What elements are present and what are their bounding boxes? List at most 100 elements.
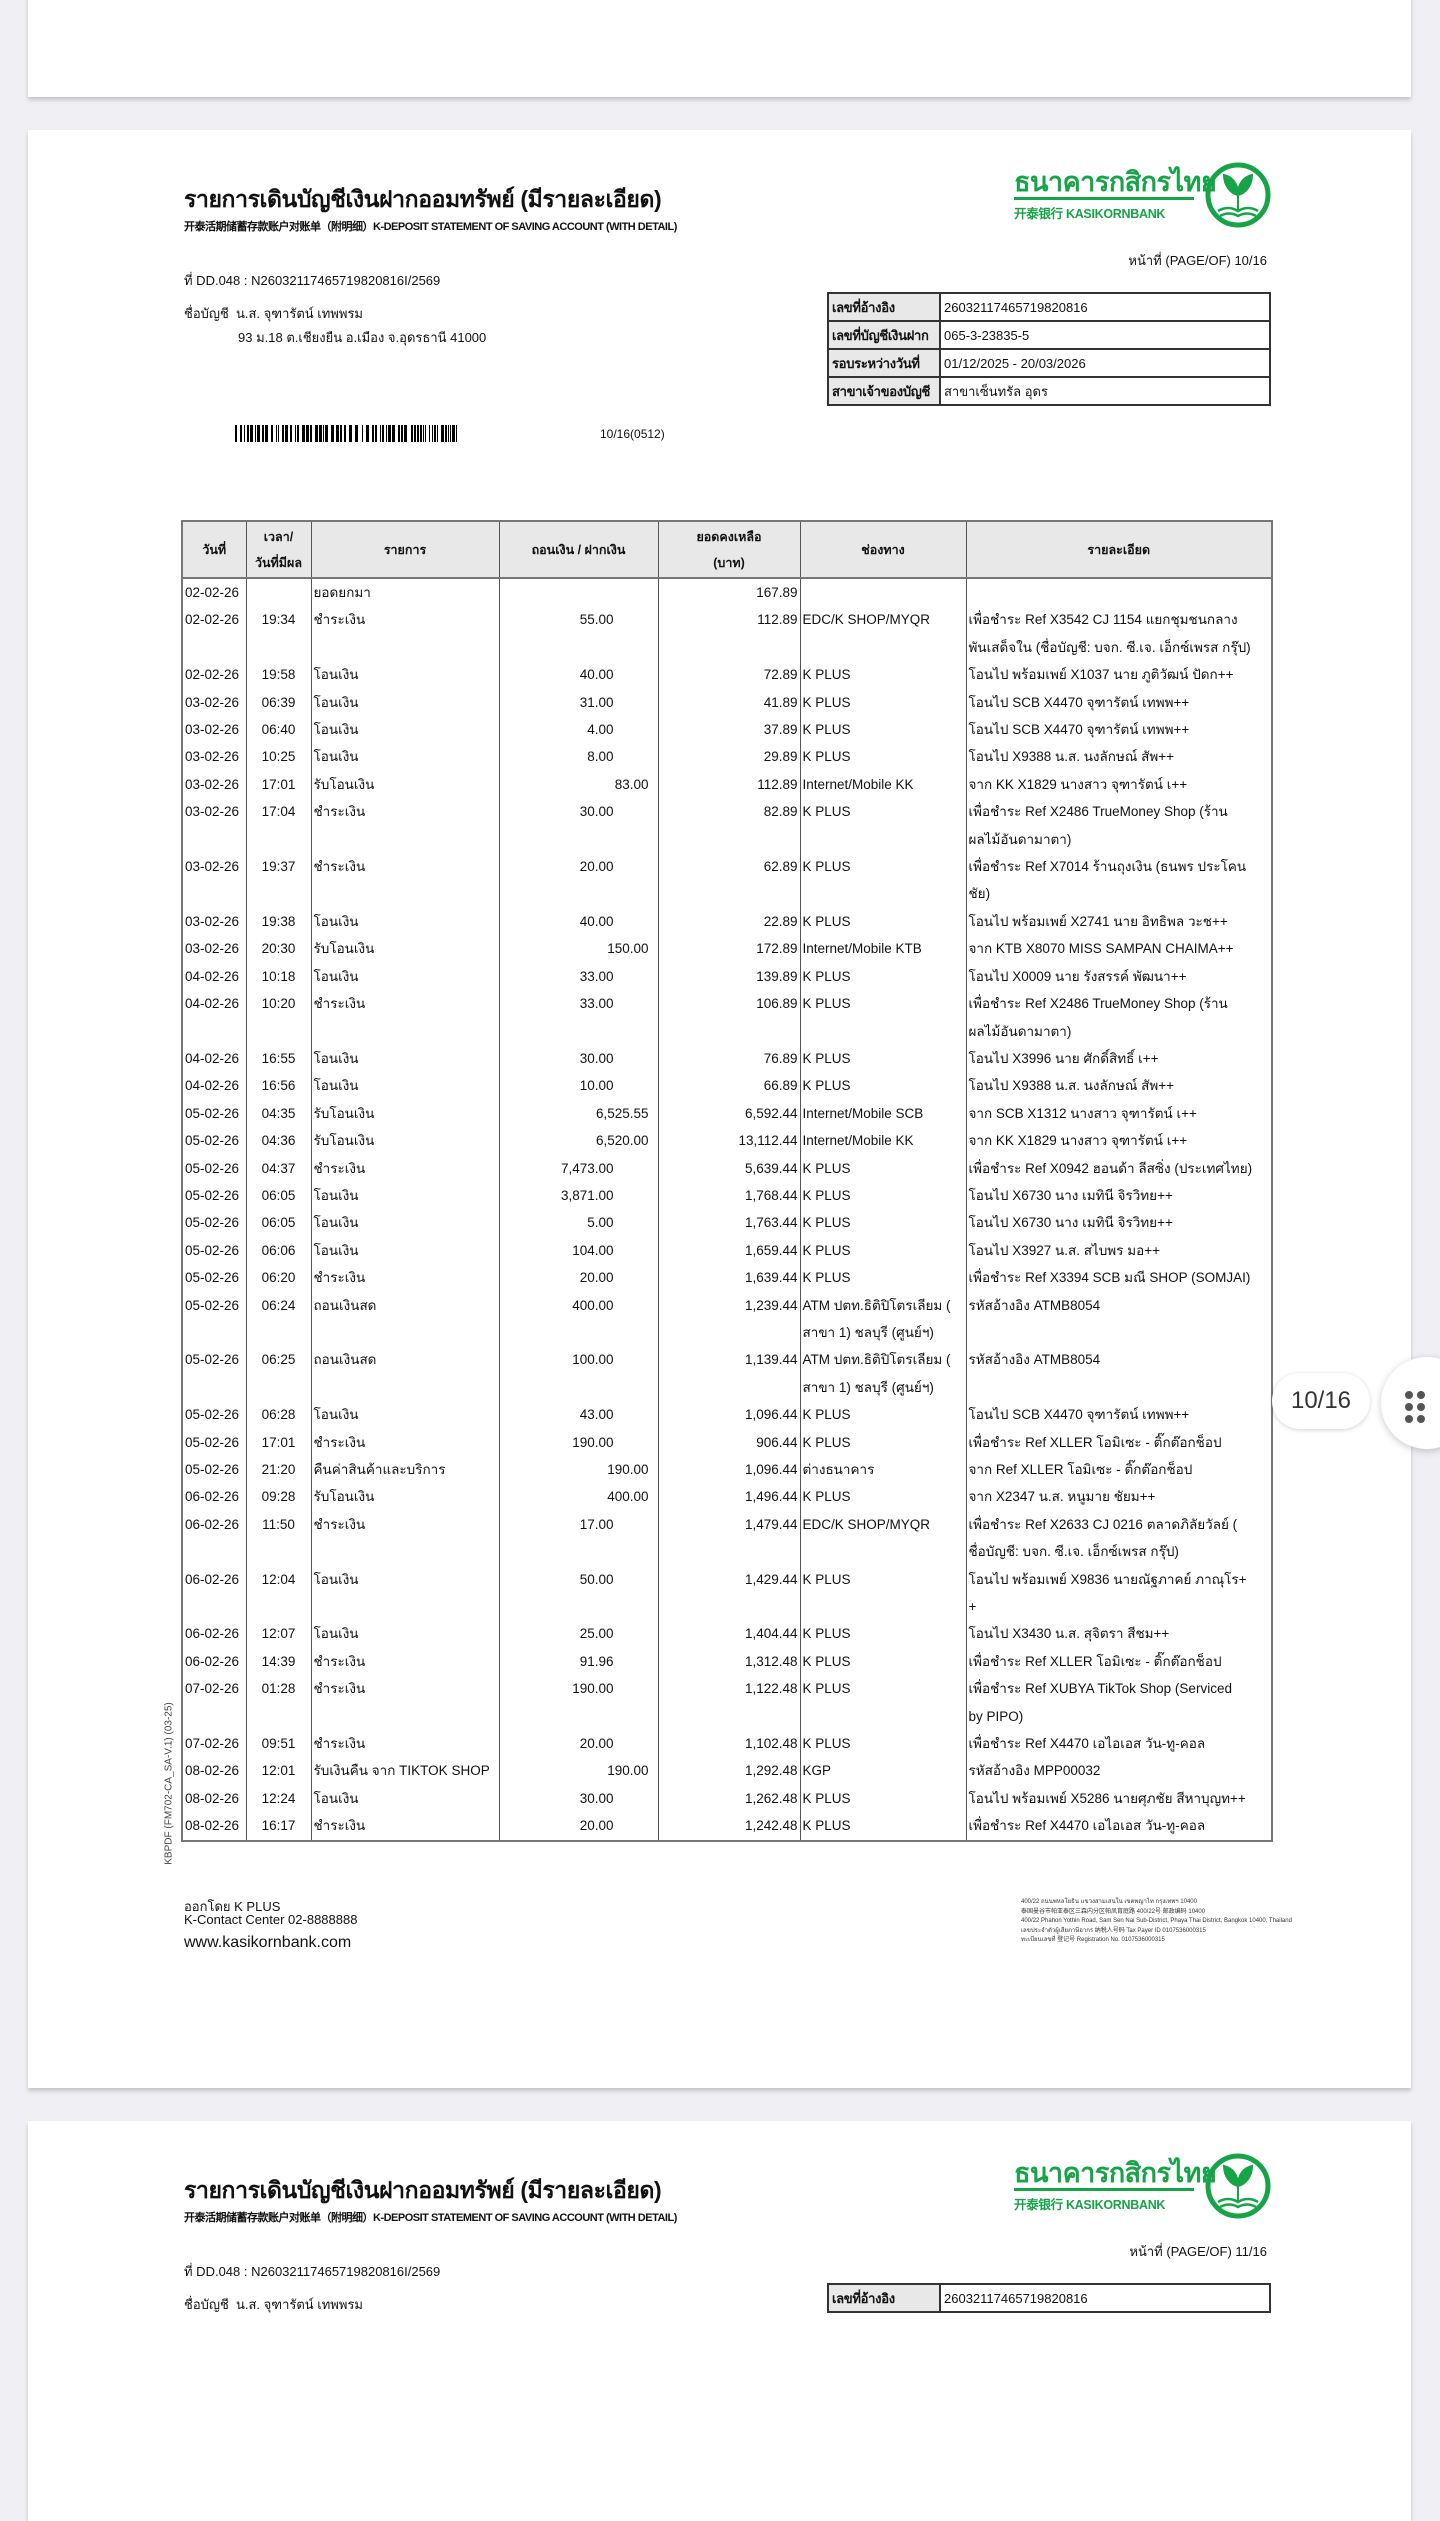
row-date: 02-02-26 bbox=[181, 578, 246, 607]
barcode-bar bbox=[423, 425, 424, 442]
row-date: 05-02-26 bbox=[181, 1264, 246, 1292]
row-description: โอนเงิน bbox=[310, 743, 499, 771]
row-amount: 10.00 bbox=[498, 1072, 658, 1100]
withdrawal-amount: 25.00 bbox=[579, 1626, 614, 1642]
row-date: 08-02-26 bbox=[181, 1757, 246, 1785]
row-date: 05-02-26 bbox=[181, 1456, 246, 1484]
withdrawal-amount: 20.00 bbox=[579, 1270, 614, 1286]
row-channel: K PLUS bbox=[799, 716, 966, 744]
row-details: รหัสอ้างอิง ATMB8054 bbox=[965, 1291, 1272, 1347]
row-channel: K PLUS bbox=[799, 962, 966, 991]
withdrawal-amount: 33.00 bbox=[579, 968, 614, 984]
deposit-amount: 6,520.00 bbox=[595, 1133, 649, 1149]
bank-logo-thai: ธนาคารกสิกรไทย bbox=[1014, 2158, 1217, 2188]
row-description: ถอนเงินสด bbox=[310, 1291, 499, 1347]
form-code: KBPDF (FM702-CA_SA-V.1) (03-25) bbox=[163, 1702, 175, 1865]
barcode-bar bbox=[257, 425, 260, 442]
info-value: 01/12/2025 - 20/03/2026 bbox=[939, 348, 1271, 378]
barcode-bar bbox=[448, 425, 449, 442]
address-line: 400/22 ถนนพหลโยธิน แขวงสามเสนใน เขตพญาไท… bbox=[1021, 1899, 1197, 1905]
row-date: 06-02-26 bbox=[181, 1647, 246, 1676]
info-row-period: รอบระหว่างวันที่ 01/12/2025 - 20/03/2026 bbox=[827, 348, 1271, 378]
row-description: โอนเงิน bbox=[310, 1181, 499, 1210]
row-time: 14:39 bbox=[245, 1647, 311, 1676]
barcode-bar bbox=[414, 425, 416, 442]
row-balance: 6,592.44 bbox=[657, 1099, 800, 1128]
transactions-table: วันที่ เวลา/ วันที่มีผล รายการ ถอนเงิน / ฝา… bbox=[181, 520, 1273, 1842]
withdrawal-amount: 50.00 bbox=[579, 1571, 614, 1587]
barcode-bar bbox=[297, 425, 299, 442]
barcode-bar bbox=[290, 425, 292, 442]
row-balance: 1,262.48 bbox=[657, 1784, 800, 1813]
info-value: สาขาเซ็นทรัล อุดร bbox=[939, 376, 1271, 406]
account-name: น.ส. จุฑารัตน์ เทพพรม bbox=[236, 306, 363, 321]
row-description: ชำระเงิน bbox=[310, 798, 499, 854]
row-channel: K PLUS bbox=[799, 853, 966, 908]
row-description: โอนเงิน bbox=[310, 1565, 499, 1621]
row-time: 19:34 bbox=[245, 606, 311, 662]
row-date: 03-02-26 bbox=[181, 907, 246, 936]
table-row: 05-02-26 06:24 ถอนเงินสด 400.00 1,239.44 ATM … bbox=[181, 1291, 1272, 1347]
table-row: 05-02-26 06:05 โอนเงิน 3,871.00 1,768.44 K PL… bbox=[181, 1181, 1272, 1210]
row-balance: 167.89 bbox=[657, 578, 800, 607]
row-date: 03-02-26 bbox=[181, 743, 246, 771]
row-description: โอนเงิน bbox=[310, 1044, 499, 1073]
table-row: 05-02-26 06:28 โอนเงิน 43.00 1,096.44 K PLUS โ… bbox=[181, 1401, 1272, 1429]
row-description: ชำระเงิน bbox=[310, 853, 499, 908]
contact-center: K-Contact Center 02-8888888 bbox=[184, 1912, 358, 1927]
website-link[interactable]: www.kasikornbank.com bbox=[184, 1934, 352, 1951]
row-date: 08-02-26 bbox=[181, 1784, 246, 1813]
row-details: โอนไป พร้อมเพย์ X2741 นาย อิทธิพล วะช++ bbox=[965, 907, 1272, 936]
row-channel: Internet/Mobile SCB bbox=[799, 1099, 966, 1128]
address-line: เลขประจำตัวผู้เสียภาษีอากร 纳税人号码 Tax Pay… bbox=[1021, 1927, 1206, 1934]
row-date: 02-02-26 bbox=[181, 661, 246, 689]
barcode-bar bbox=[310, 425, 312, 442]
table-row: 05-02-26 17:01 ชำระเงิน 190.00 906.44 K PLUS เ… bbox=[181, 1428, 1272, 1456]
row-time: 19:38 bbox=[245, 907, 311, 936]
withdrawal-amount: 30.00 bbox=[579, 1050, 614, 1066]
withdrawal-amount: 40.00 bbox=[579, 913, 614, 929]
row-channel: K PLUS bbox=[799, 907, 966, 936]
row-details: โอนไป พร้อมเพย์ X1037 นาย ภูติวัฒน์ ปัดก… bbox=[965, 661, 1272, 689]
row-channel: EDC/K SHOP/MYQR bbox=[799, 1510, 966, 1566]
barcode-bar bbox=[247, 425, 249, 442]
row-time: 16:55 bbox=[245, 1044, 311, 1073]
row-details: โอนไป X0009 นาย รังสรรค์ พัฒนา++ bbox=[965, 962, 1272, 991]
row-time: 10:25 bbox=[245, 743, 311, 771]
row-balance: 1,768.44 bbox=[657, 1181, 800, 1210]
row-time: 12:07 bbox=[245, 1620, 311, 1648]
row-time: 09:51 bbox=[245, 1730, 311, 1758]
table-row: 08-02-26 12:01 รับเงินคืน จาก TIKTOK SHOP 1… bbox=[181, 1757, 1272, 1785]
row-balance: 139.89 bbox=[657, 962, 800, 991]
table-row: 05-02-26 06:05 โอนเงิน 5.00 1,763.44 K PLUS โอ… bbox=[181, 1209, 1272, 1237]
row-description: ชำระเงิน bbox=[310, 1154, 499, 1182]
row-time: 19:58 bbox=[245, 661, 311, 689]
row-time: 06:39 bbox=[245, 688, 311, 717]
row-date: 06-02-26 bbox=[181, 1620, 246, 1648]
table-row: 02-02-26 ยอดยกมา 167.89 bbox=[181, 578, 1272, 607]
row-details: โอนไป X6730 นาง เมทินี จิรวิทย++ bbox=[965, 1209, 1272, 1237]
barcode-bar bbox=[323, 425, 324, 442]
row-date: 03-02-26 bbox=[181, 798, 246, 854]
page-indicator[interactable]: 10/16 bbox=[1272, 1373, 1370, 1429]
info-value: 26032117465719820816 bbox=[939, 292, 1271, 322]
row-details bbox=[965, 578, 1272, 607]
column-header-date: วันที่ bbox=[181, 521, 246, 579]
row-time: 09:28 bbox=[245, 1483, 311, 1511]
deposit-amount: 190.00 bbox=[607, 1462, 649, 1477]
row-details: เพื่อชำระ Ref XLLER โอมิเซะ - ติ๊กต๊อกช็… bbox=[965, 1647, 1272, 1676]
row-channel: K PLUS bbox=[799, 1209, 966, 1237]
column-header-amount: ถอนเงิน / ฝากเงิน bbox=[498, 521, 658, 579]
deposit-amount: 83.00 bbox=[614, 776, 649, 792]
table-row: 05-02-26 04:35 รับโอนเงิน 6,525.55 6,592.44 I… bbox=[181, 1099, 1272, 1128]
document-number: ที่ DD.048 : N26032117465719820816I/2569 bbox=[184, 273, 441, 288]
withdrawal-amount: 33.00 bbox=[579, 996, 614, 1012]
barcode-bar bbox=[450, 425, 451, 442]
barcode-bar bbox=[340, 425, 342, 442]
row-description: โอนเงิน bbox=[310, 1401, 499, 1429]
row-date: 07-02-26 bbox=[181, 1730, 246, 1758]
row-details: เพื่อชำระ Ref X4470 เอไอเอส วัน-ทู-คอล bbox=[965, 1730, 1272, 1758]
row-amount: 30.00 bbox=[498, 1784, 658, 1813]
row-details: จาก SCB X1312 นางสาว จุฑารัตน์ เ++ bbox=[965, 1099, 1272, 1128]
row-time: 12:04 bbox=[245, 1565, 311, 1621]
